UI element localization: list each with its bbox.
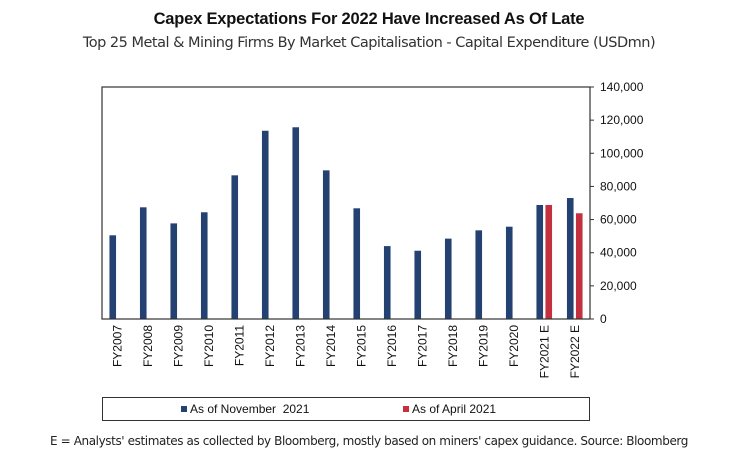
x-tick-label: FY2011 [232,325,246,366]
bar-november-fy2011 [231,175,239,319]
x-tick-label: FY2018 [446,325,460,367]
plot-frame [101,86,591,320]
x-tick-label: FY2017 [415,325,429,367]
bars-group [109,127,583,320]
bar-november-fy2013 [292,127,300,320]
bar-november-fy2007 [109,235,117,319]
y-tick-label: 100,000 [600,146,644,160]
y-tick-label: 140,000 [600,80,644,94]
bar-november-fy2018 [444,238,452,319]
bar-november-fy2019 [475,230,483,319]
bar-november-fy2009 [170,223,178,319]
x-axis: FY2007 FY2008 FY2009 FY2010 FY2011 FY2012 FY20… [110,325,582,379]
x-tick-label: FY2014 [324,325,338,367]
y-tick-label: 40,000 [600,246,637,260]
bar-april-fy2022e [575,213,583,319]
x-tick-label: FY2016 [385,325,399,367]
chart-subtitle: Top 25 Metal & Mining Firms By Market Ca… [82,35,656,51]
bar-april-fy2021e [545,204,553,319]
x-tick-label: FY2010 [202,325,216,367]
x-tick-label: FY2008 [141,325,155,367]
x-tick-label: FY2015 [354,325,368,367]
y-tick-label: 120,000 [600,113,644,127]
bar-november-fy2008 [139,207,147,319]
x-tick-label: FY2007 [110,325,124,367]
bar-november-fy2014 [322,170,330,319]
legend-item-november: As of November 2021 [181,402,309,416]
bar-november-fy2017 [414,250,422,319]
y-tick-label: 20,000 [600,279,637,293]
x-tick-label: FY2009 [171,325,185,367]
y-tick-label: 60,000 [600,213,637,227]
bar-november-fy2022e [566,198,574,319]
legend-swatch-april [403,406,409,412]
legend-label-november: As of November 2021 [190,402,310,416]
x-tick-label: FY2013 [293,325,307,367]
y-axis: 0 20,000 40,000 60,000 80,000 100,000 120,000 1… [590,80,644,326]
x-tick-label: FY2021 E [537,325,551,378]
x-tick-label: FY2020 [507,325,521,367]
y-tick-label: 0 [600,312,607,326]
bar-november-fy2021e [536,204,544,319]
bar-november-fy2016 [383,246,391,319]
y-tick-label: 80,000 [600,179,637,193]
bar-november-fy2015 [353,208,361,319]
footnote: E = Analysts' estimates as collected by … [50,434,688,448]
bar-november-fy2012 [261,130,269,319]
legend-item-april: As of April 2021 [403,402,496,416]
x-tick-label: FY2022 E [568,325,582,378]
chart-title: Capex Expectations For 2022 Have Increas… [153,10,585,28]
x-tick-label: FY2012 [263,325,277,367]
bar-november-fy2010 [200,212,208,319]
legend-label-april: As of April 2021 [412,402,497,416]
x-tick-label: FY2019 [476,325,490,367]
bar-november-fy2020 [505,226,513,319]
legend-swatch-november [181,406,187,412]
legend: As of November 2021 As of April 2021 [102,397,590,421]
